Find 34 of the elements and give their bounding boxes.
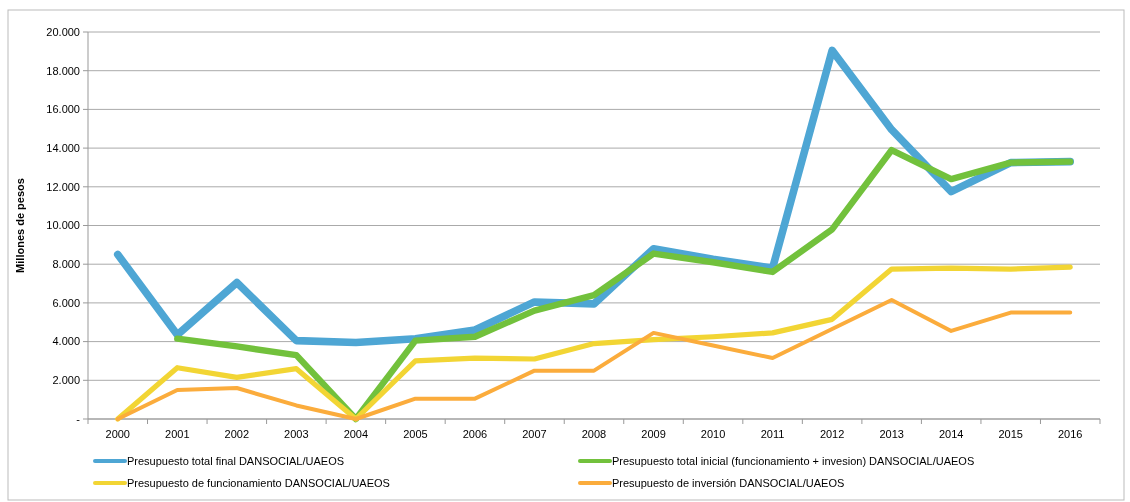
x-tick-label: 2003 — [284, 428, 309, 440]
line-series — [115, 298, 1073, 421]
x-tick-label: 2010 — [700, 428, 726, 440]
x-tick-label: 2009 — [641, 428, 666, 440]
x-tick-label: 2000 — [105, 428, 131, 440]
y-tick-label: 8.000 — [52, 258, 80, 271]
x-tick-label: 2008 — [581, 428, 607, 440]
y-tick-label: 16.000 — [46, 103, 80, 116]
legend-label: Presupuesto de funcionamiento DANSOCIAL/UAEOS — [127, 476, 390, 489]
legend-label: Presupuesto de inversión DANSOCIAL/UAEOS — [612, 476, 845, 489]
x-tick-label: 2006 — [462, 428, 488, 440]
y-tick-label: 10.000 — [46, 219, 80, 232]
x-tick-label: 2011 — [760, 428, 785, 440]
x-tick-label: 2001 — [165, 428, 190, 440]
y-tick-label: 6.000 — [52, 296, 80, 309]
y-tick-label: 12.000 — [46, 180, 80, 193]
y-tick-label: 18.000 — [46, 64, 80, 77]
y-tick-label: 4.000 — [52, 335, 80, 348]
x-tick-label: 2007 — [522, 428, 547, 440]
x-tick-label: 2015 — [998, 428, 1023, 440]
x-tick-label: 2014 — [938, 428, 964, 440]
y-tick-label: 20.000 — [46, 25, 80, 38]
legend-label: Presupuesto total inicial (funcionamiento + invesion) DANSOCIAL/UAEOS — [612, 454, 975, 467]
x-tick-label: 2004 — [343, 428, 369, 440]
y-tick-label: 2.000 — [52, 374, 80, 387]
legend-label: Presupuesto total final DANSOCIAL/UAEOS — [127, 454, 345, 467]
x-tick-label: 2013 — [879, 428, 904, 440]
x-tick-label: 2005 — [403, 428, 428, 440]
y-tick-label: - — [76, 412, 81, 425]
x-tick-label: 2016 — [1057, 428, 1083, 440]
y-axis-title: Millones de pesos — [14, 178, 26, 273]
x-tick-label: 2012 — [819, 428, 845, 440]
y-tick-label: 14.000 — [46, 141, 80, 154]
x-tick-label: 2002 — [224, 428, 250, 440]
